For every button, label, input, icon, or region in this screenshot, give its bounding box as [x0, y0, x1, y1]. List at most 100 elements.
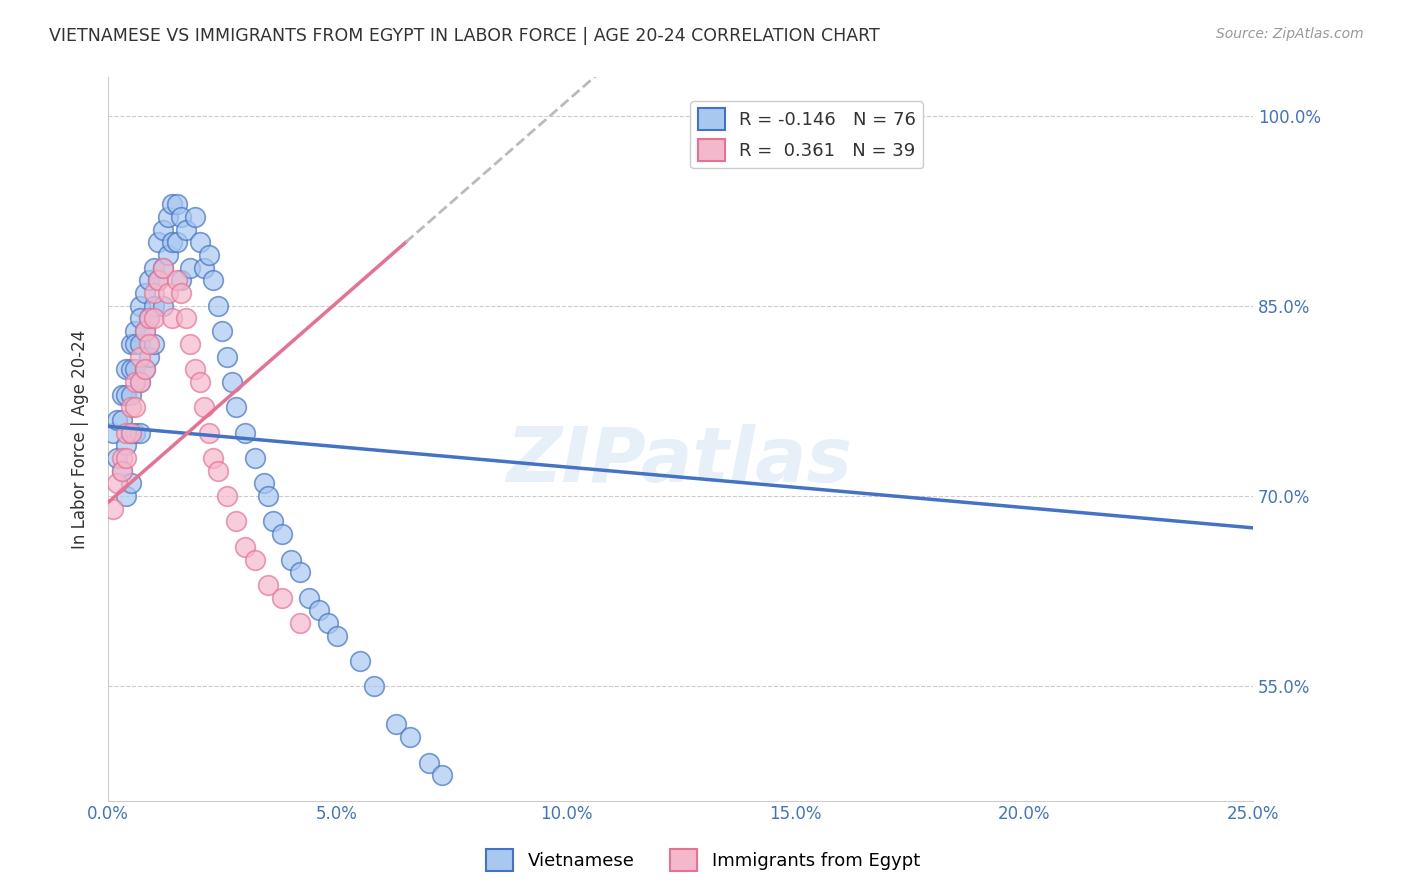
Point [349, 654, 371, 668]
Point [197, 248, 219, 262]
Point [138, 311, 160, 326]
Point [160, 311, 183, 326]
Point [134, 324, 156, 338]
Point [166, 235, 188, 250]
Y-axis label: In Labor Force | Age 20-24: In Labor Force | Age 20-24 [72, 329, 89, 549]
Point [202, 273, 225, 287]
Point [148, 235, 170, 250]
Point [262, 515, 284, 529]
Point [138, 273, 160, 287]
Point [134, 362, 156, 376]
Point [105, 476, 128, 491]
Point [235, 425, 257, 440]
Point [160, 235, 183, 250]
Point [207, 464, 229, 478]
Point [179, 337, 201, 351]
Point [179, 260, 201, 275]
Point [432, 768, 454, 782]
Point [188, 235, 211, 250]
Legend: R = -0.146   N = 76, R =  0.361   N = 39: R = -0.146 N = 76, R = 0.361 N = 39 [690, 101, 924, 169]
Point [120, 362, 142, 376]
Point [298, 591, 321, 605]
Point [385, 717, 408, 731]
Point [142, 337, 165, 351]
Point [363, 680, 385, 694]
Point [111, 464, 134, 478]
Point [129, 350, 152, 364]
Point [148, 273, 170, 287]
Point [138, 311, 160, 326]
Point [101, 425, 124, 440]
Point [124, 337, 146, 351]
Point [207, 299, 229, 313]
Point [174, 222, 197, 236]
Point [211, 324, 233, 338]
Point [142, 260, 165, 275]
Point [142, 286, 165, 301]
Point [170, 210, 193, 224]
Point [129, 311, 152, 326]
Text: VIETNAMESE VS IMMIGRANTS FROM EGYPT IN LABOR FORCE | AGE 20-24 CORRELATION CHART: VIETNAMESE VS IMMIGRANTS FROM EGYPT IN L… [49, 27, 880, 45]
Point [134, 324, 156, 338]
Point [215, 350, 238, 364]
Point [142, 299, 165, 313]
Point [148, 273, 170, 287]
Point [129, 299, 152, 313]
Point [120, 476, 142, 491]
Point [271, 591, 294, 605]
Point [188, 375, 211, 389]
Point [184, 362, 207, 376]
Point [111, 387, 134, 401]
Point [225, 515, 247, 529]
Point [170, 286, 193, 301]
Point [399, 730, 422, 744]
Point [170, 273, 193, 287]
Point [290, 566, 312, 580]
Point [120, 337, 142, 351]
Point [174, 311, 197, 326]
Text: ZIPatlas: ZIPatlas [508, 424, 853, 498]
Point [105, 451, 128, 466]
Point [124, 375, 146, 389]
Point [115, 425, 138, 440]
Point [280, 552, 302, 566]
Point [243, 451, 266, 466]
Point [115, 387, 138, 401]
Point [290, 615, 312, 630]
Point [253, 476, 276, 491]
Point [156, 248, 179, 262]
Point [115, 362, 138, 376]
Point [138, 350, 160, 364]
Point [418, 756, 440, 770]
Point [111, 451, 134, 466]
Point [156, 210, 179, 224]
Point [166, 197, 188, 211]
Point [202, 451, 225, 466]
Point [257, 578, 280, 592]
Point [134, 286, 156, 301]
Point [152, 260, 174, 275]
Point [124, 324, 146, 338]
Point [105, 413, 128, 427]
Text: Source: ZipAtlas.com: Source: ZipAtlas.com [1216, 27, 1364, 41]
Point [152, 222, 174, 236]
Point [193, 260, 215, 275]
Point [243, 552, 266, 566]
Point [326, 629, 349, 643]
Point [166, 273, 188, 287]
Point [193, 401, 215, 415]
Point [271, 527, 294, 541]
Point [221, 375, 243, 389]
Point [129, 375, 152, 389]
Point [215, 489, 238, 503]
Point [124, 401, 146, 415]
Point [111, 413, 134, 427]
Legend: Vietnamese, Immigrants from Egypt: Vietnamese, Immigrants from Egypt [478, 842, 928, 879]
Point [120, 401, 142, 415]
Point [129, 375, 152, 389]
Point [115, 489, 138, 503]
Point [120, 387, 142, 401]
Point [152, 260, 174, 275]
Point [308, 603, 330, 617]
Point [129, 425, 152, 440]
